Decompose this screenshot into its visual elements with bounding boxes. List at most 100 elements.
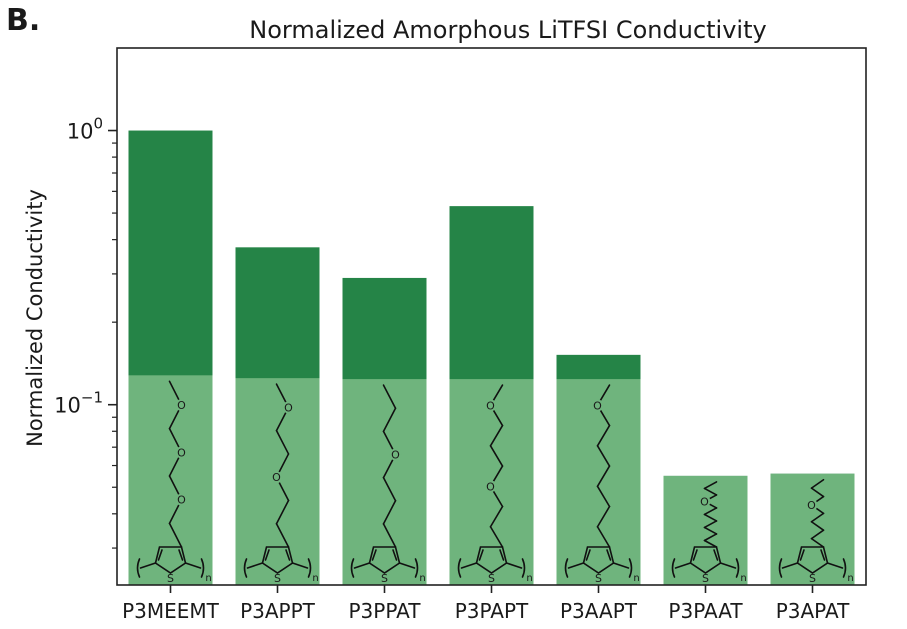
- backbone-bond: [353, 562, 371, 569]
- sulfur-label: S: [167, 572, 174, 585]
- repeat-bracket: [842, 558, 847, 578]
- side-chain-bond: [703, 487, 718, 496]
- backbone-bond: [781, 562, 799, 569]
- ring-double-bond: [499, 549, 505, 561]
- side-chain-bond: [596, 485, 611, 508]
- repeat-unit-label: n: [419, 573, 425, 584]
- ring-double-bond: [264, 549, 270, 561]
- ring-double-bond: [371, 549, 377, 561]
- ring-double-bond: [799, 549, 805, 561]
- side-chain-bond: [489, 424, 504, 447]
- side-chain-bond: [382, 499, 397, 525]
- y-tick-label: 10−1: [54, 389, 103, 418]
- thiophene-ring: [796, 546, 829, 574]
- repeat-bracket: [735, 558, 740, 578]
- backbone-bond: [674, 562, 692, 569]
- side-chain-bond: [810, 529, 825, 540]
- repeat-unit-label: n: [205, 573, 211, 584]
- side-chain-bond: [596, 525, 611, 548]
- side-chain-bond: [382, 407, 397, 433]
- side-chain-bond: [596, 445, 611, 467]
- thiophene-ring: [475, 546, 508, 574]
- ring-double-bond: [157, 549, 163, 561]
- backbone-bond: [139, 562, 157, 569]
- side-chain-bond: [382, 476, 397, 502]
- side-chain-bond: [168, 522, 183, 548]
- side-chain-bond: [489, 445, 504, 467]
- side-chain-bond: [275, 499, 290, 525]
- bar-overlay-p3aapt: [556, 379, 641, 585]
- oxygen-mask: [698, 495, 711, 508]
- chart-title: Normalized Amorphous LiTFSI Conductivity: [249, 16, 766, 44]
- x-tick-label: P3PAAT: [668, 599, 743, 623]
- repeat-unit-label: n: [526, 573, 532, 584]
- oxygen-mask: [175, 446, 188, 459]
- panel-label: B.: [6, 3, 40, 38]
- x-tick-label: P3AAPT: [560, 599, 638, 623]
- thiophene-ring: [368, 546, 401, 574]
- side-chain-bond: [489, 505, 504, 528]
- repeat-bracket: [521, 558, 526, 578]
- thiophene-ring: [582, 546, 615, 574]
- side-chain-bond: [703, 507, 718, 516]
- oxygen-mask: [175, 398, 188, 411]
- backbone-bond: [184, 562, 202, 569]
- oxygen-label: O: [700, 495, 709, 508]
- axes-layer: P3MEEMT P3APPT P3PPAT P3PAPT P3AAPT P3PAAT P3A…: [54, 47, 867, 623]
- oxygen-mask: [175, 493, 188, 506]
- side-chain-bond: [810, 520, 825, 531]
- backbone-bond: [398, 562, 416, 569]
- oxygen-mask: [484, 480, 497, 493]
- side-chain-bond: [810, 487, 825, 498]
- oxygen-label: O: [807, 499, 816, 512]
- x-tick-label: P3APAT: [776, 599, 850, 623]
- backbone-bond: [612, 562, 630, 569]
- oxygen-label: O: [272, 471, 281, 484]
- x-tick-label: P3PAPT: [455, 599, 529, 623]
- y-tick-label: 100: [67, 115, 103, 144]
- repeat-bracket: [778, 558, 783, 578]
- oxygen-mask: [282, 401, 295, 414]
- side-chain-bond: [703, 533, 718, 542]
- oxygen-label: O: [177, 399, 186, 412]
- ring-double-bond: [820, 549, 826, 561]
- repeat-bracket: [136, 558, 141, 578]
- sulfur-label: S: [488, 572, 495, 585]
- side-chain-bond: [810, 478, 825, 489]
- backbone-bond: [567, 562, 585, 569]
- sulfur-label: S: [702, 572, 709, 585]
- repeat-bracket: [200, 558, 205, 578]
- ring-double-bond: [392, 549, 398, 561]
- thiophene-ring: [154, 546, 187, 574]
- bars-layer: [128, 130, 855, 585]
- ring-double-bond: [478, 549, 484, 561]
- repeat-bracket: [243, 558, 248, 578]
- bar-overlay-p3apat: [770, 473, 855, 585]
- oxygen-label: O: [177, 446, 186, 459]
- side-chain-bond: [596, 465, 611, 488]
- side-chain-bond: [703, 481, 718, 490]
- repeat-unit-label: n: [740, 573, 746, 584]
- side-chain-bond: [703, 513, 718, 522]
- side-chain-bond: [489, 525, 504, 548]
- oxygen-label: O: [486, 480, 495, 493]
- sulfur-label: S: [381, 572, 388, 585]
- side-chain-bond: [382, 384, 397, 410]
- oxygen-mask: [805, 498, 818, 511]
- repeat-unit-label: n: [633, 573, 639, 584]
- side-chain-bond: [703, 520, 718, 529]
- oxygen-label: O: [284, 401, 293, 414]
- backbone-bond: [246, 562, 264, 569]
- ring-double-bond: [692, 549, 698, 561]
- repeat-bracket: [414, 558, 419, 578]
- thiophene-ring: [689, 546, 722, 574]
- repeat-bracket: [350, 558, 355, 578]
